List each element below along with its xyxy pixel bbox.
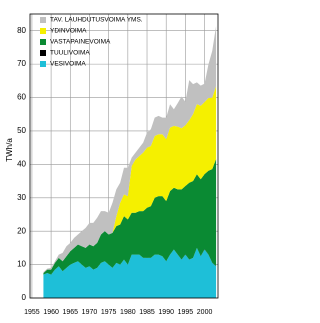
legend-label: VESIVOIMA bbox=[50, 61, 86, 68]
x-tick-label: 1970 bbox=[82, 309, 98, 316]
x-tick-label: 1965 bbox=[62, 309, 78, 316]
y-tick-label: 80 bbox=[17, 26, 26, 35]
legend-swatch bbox=[40, 39, 46, 45]
area bbox=[43, 247, 217, 298]
y-axis-label: TWh/a bbox=[5, 138, 14, 162]
legend-swatch bbox=[40, 28, 46, 34]
legend-swatch bbox=[40, 17, 46, 23]
area bbox=[43, 159, 217, 275]
y-tick-label: 40 bbox=[17, 159, 26, 168]
x-tick-label: 2000 bbox=[197, 309, 213, 316]
legend-swatch bbox=[40, 50, 46, 56]
y-tick-label: 50 bbox=[17, 126, 26, 135]
plot-border bbox=[29, 13, 219, 299]
legend-label: YDINVOIMA bbox=[50, 28, 87, 35]
x-tick-label: 1960 bbox=[43, 309, 59, 316]
legend-label: TUULIVOIMA bbox=[50, 50, 90, 57]
y-tick-label: 70 bbox=[17, 59, 26, 68]
legend-swatch bbox=[40, 61, 46, 67]
y-tick-label: 60 bbox=[17, 93, 26, 102]
y-tick-label: 0 bbox=[22, 293, 27, 302]
x-tick-label: 1990 bbox=[158, 309, 174, 316]
y-tick-label: 20 bbox=[17, 226, 26, 235]
y-tick-label: 30 bbox=[17, 193, 26, 202]
x-tick-label: 1985 bbox=[139, 309, 155, 316]
y-tick-label: 10 bbox=[17, 260, 26, 269]
legend-label: TAV. LAUHDUTUSVOIMA YMS. bbox=[50, 17, 143, 24]
x-tick-label: 1980 bbox=[120, 309, 136, 316]
legend-label: VASTAPAINEVOIMA bbox=[50, 39, 111, 46]
x-tick-label: 1995 bbox=[178, 309, 194, 316]
x-tick-label: 1955 bbox=[24, 309, 40, 316]
x-tick-label: 1975 bbox=[101, 309, 117, 316]
area bbox=[43, 86, 217, 273]
